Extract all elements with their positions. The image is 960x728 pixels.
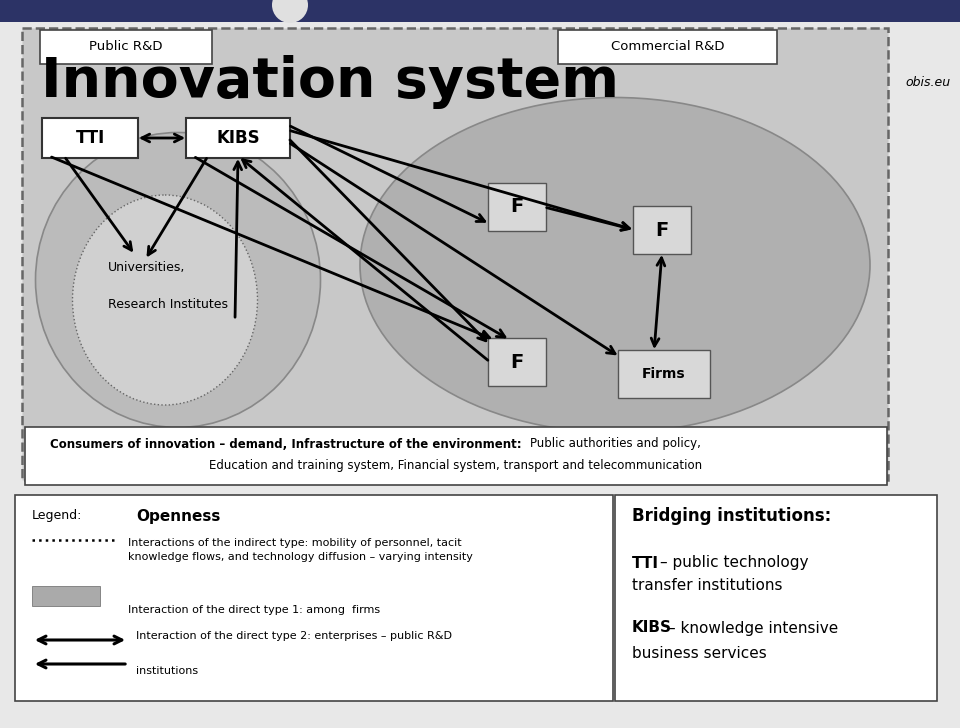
FancyBboxPatch shape bbox=[488, 338, 546, 386]
Text: Consumers of innovation – demand, Infrastructure of the environment:: Consumers of innovation – demand, Infras… bbox=[50, 438, 521, 451]
Ellipse shape bbox=[73, 195, 257, 405]
Text: Openness: Openness bbox=[136, 508, 221, 523]
Bar bbox=[0, 0, 960, 22]
FancyBboxPatch shape bbox=[25, 427, 887, 485]
Text: Bridging institutions:: Bridging institutions: bbox=[632, 507, 831, 525]
FancyBboxPatch shape bbox=[558, 30, 777, 64]
Ellipse shape bbox=[36, 132, 321, 427]
FancyBboxPatch shape bbox=[488, 183, 546, 231]
Text: Public R&D: Public R&D bbox=[89, 41, 163, 53]
FancyBboxPatch shape bbox=[15, 495, 613, 701]
Text: F: F bbox=[511, 197, 523, 216]
Text: KIBS: KIBS bbox=[216, 129, 260, 147]
Text: F: F bbox=[511, 352, 523, 371]
Text: business services: business services bbox=[632, 646, 767, 660]
FancyBboxPatch shape bbox=[40, 30, 212, 64]
Text: Commercial R&D: Commercial R&D bbox=[611, 41, 724, 53]
Text: KIBS: KIBS bbox=[632, 620, 672, 636]
Bar bbox=[32, 586, 100, 606]
Text: institutions: institutions bbox=[136, 666, 198, 676]
FancyBboxPatch shape bbox=[633, 206, 691, 254]
Text: Education and training system, Financial system, transport and telecommunication: Education and training system, Financial… bbox=[209, 459, 703, 472]
Text: – knowledge intensive: – knowledge intensive bbox=[668, 620, 838, 636]
Text: TTI: TTI bbox=[632, 555, 659, 571]
FancyBboxPatch shape bbox=[22, 28, 888, 480]
Text: TTI: TTI bbox=[76, 129, 105, 147]
FancyBboxPatch shape bbox=[186, 118, 290, 158]
Circle shape bbox=[272, 0, 308, 23]
Text: Legend:: Legend: bbox=[32, 510, 83, 523]
Text: obis.eu: obis.eu bbox=[905, 76, 950, 89]
Text: F: F bbox=[656, 221, 668, 240]
Text: Universities,: Universities, bbox=[108, 261, 185, 274]
Text: Interactions of the indirect type: mobility of personnel, tacit
knowledge flows,: Interactions of the indirect type: mobil… bbox=[128, 537, 473, 563]
Text: Interaction of the direct type 1: among  firms: Interaction of the direct type 1: among … bbox=[128, 605, 380, 615]
FancyBboxPatch shape bbox=[618, 350, 710, 398]
Text: transfer institutions: transfer institutions bbox=[632, 579, 782, 593]
FancyBboxPatch shape bbox=[615, 495, 937, 701]
Text: Firms: Firms bbox=[642, 367, 685, 381]
Text: Innovation system: Innovation system bbox=[41, 55, 619, 109]
FancyBboxPatch shape bbox=[42, 118, 138, 158]
Ellipse shape bbox=[360, 98, 870, 432]
Text: Public authorities and policy,: Public authorities and policy, bbox=[530, 438, 701, 451]
Text: – public technology: – public technology bbox=[660, 555, 808, 571]
Text: Interaction of the direct type 2: enterprises – public R&D: Interaction of the direct type 2: enterp… bbox=[136, 631, 452, 641]
Text: Research Institutes: Research Institutes bbox=[108, 298, 228, 312]
